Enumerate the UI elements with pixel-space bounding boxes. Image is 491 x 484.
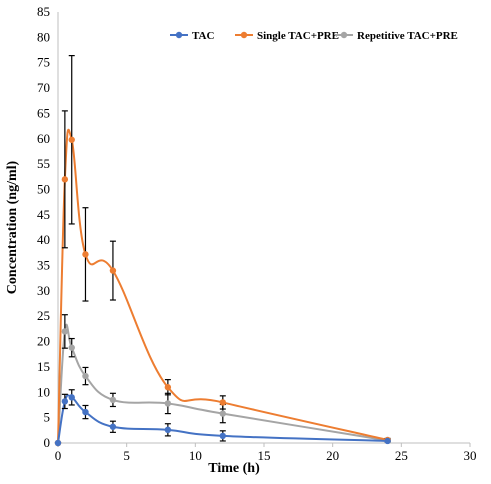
data-point-tac	[384, 437, 391, 445]
legend-label-single-tac-pre: Single TAC+PRE	[257, 30, 339, 42]
legend: TAC Single TAC+PRE Repetitive TAC+PRE	[170, 30, 458, 42]
data-point-tac	[61, 398, 69, 405]
legend-marker-tac	[175, 31, 183, 39]
legend-marker-repetitive-tac-pre	[340, 31, 348, 39]
series-line-tac	[57, 394, 388, 444]
x-tick-label: 15	[258, 448, 271, 463]
y-tick-label: 70	[37, 80, 50, 95]
y-tick-label: 80	[37, 29, 50, 44]
y-tick-label: 65	[37, 105, 50, 120]
data-point-repetitive-tac-pre	[164, 400, 172, 407]
data-point-repetitive-tac-pre	[61, 328, 69, 335]
data-point-repetitive-tac-pre	[68, 344, 75, 351]
legend-marker-single-tac-pre	[240, 31, 248, 39]
y-tick-label: 35	[37, 258, 50, 273]
y-tick-label: 10	[37, 384, 50, 399]
data-point-tac	[68, 394, 75, 401]
y-axis-title: Concentration (ng/ml)	[5, 160, 20, 294]
y-tick-label: 0	[44, 435, 51, 450]
data-point-single-tac-pre	[82, 251, 89, 258]
x-tick-label: 0	[55, 448, 62, 463]
data-point-single-tac-pre	[219, 399, 226, 406]
data-point-tac	[109, 423, 117, 430]
data-point-tac	[219, 432, 226, 440]
y-tick-label: 20	[37, 334, 50, 349]
data-point-repetitive-tac-pre	[219, 410, 226, 417]
x-tick-label: 10	[189, 448, 202, 463]
legend-label-tac: TAC	[192, 30, 214, 42]
data-point-tac	[164, 426, 172, 434]
data-point-single-tac-pre	[61, 176, 69, 183]
x-tick-label: 25	[395, 448, 408, 463]
y-tick-label: 15	[37, 359, 50, 374]
x-tick-label: 5	[123, 448, 130, 463]
data-point-tac	[54, 439, 62, 447]
legend-label-repetitive-tac-pre: Repetitive TAC+PRE	[357, 30, 458, 42]
y-tick-label: 75	[37, 55, 50, 70]
y-tick-label: 5	[44, 410, 51, 425]
y-tick-label: 60	[37, 131, 50, 146]
y-tick-label: 25	[37, 308, 50, 323]
x-axis-title: Time (h)	[208, 461, 260, 476]
data-point-single-tac-pre	[109, 267, 117, 274]
y-tick-label: 40	[37, 232, 50, 247]
x-tick-label: 20	[326, 448, 339, 463]
y-tick-label: 30	[37, 283, 50, 298]
axes: 0 5 10 15 20 25 30 35 40 45 50 55 60 65 70 75 80 85 0 5 10 15…	[37, 4, 477, 463]
y-tick-label: 50	[37, 181, 50, 196]
x-tick-label: 30	[464, 448, 477, 463]
data-point-repetitive-tac-pre	[109, 396, 117, 404]
data-point-tac	[82, 408, 89, 416]
y-tick-label: 55	[37, 156, 50, 171]
data-point-single-tac-pre	[164, 384, 172, 391]
y-tick-label: 45	[37, 207, 50, 222]
data-point-single-tac-pre	[68, 136, 75, 143]
data-point-repetitive-tac-pre	[82, 372, 89, 380]
plot-area	[54, 55, 391, 447]
y-tick-label: 85	[37, 4, 50, 19]
